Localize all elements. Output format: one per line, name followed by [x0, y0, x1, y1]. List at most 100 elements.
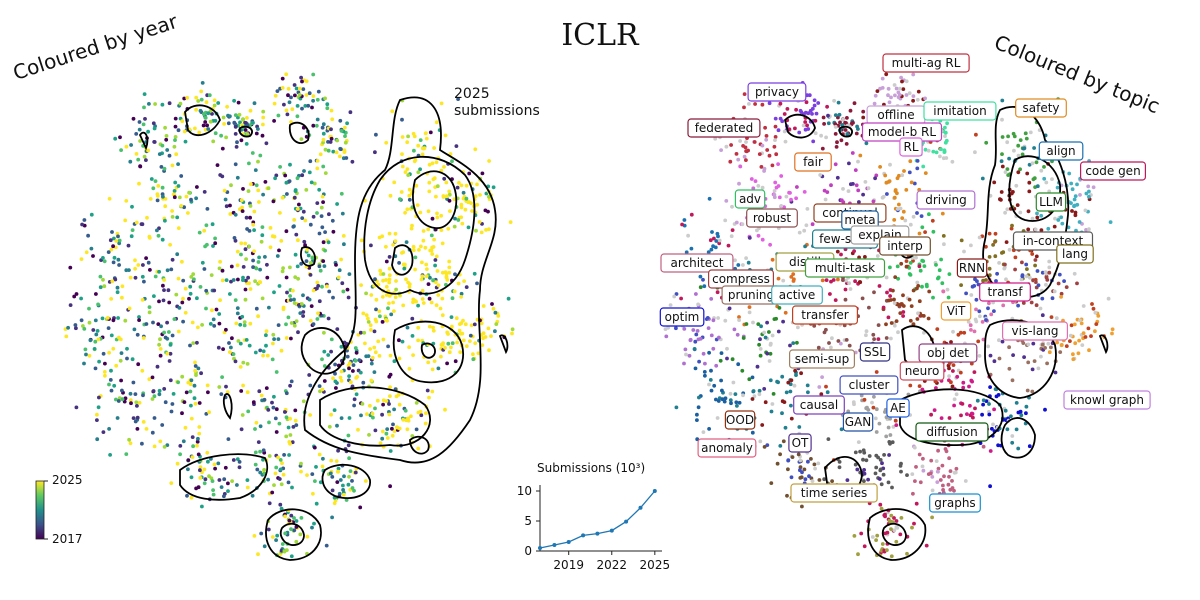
topic-point	[826, 113, 830, 118]
topic-point	[993, 254, 998, 259]
topic-point	[751, 186, 756, 191]
year-point	[252, 534, 257, 538]
topic-point	[850, 151, 855, 155]
year-point	[265, 353, 270, 358]
topic-label: anomaly	[697, 438, 757, 458]
year-point	[350, 159, 355, 164]
year-point	[364, 313, 369, 317]
year-point	[473, 147, 478, 152]
topic-point	[972, 370, 977, 374]
topic-point	[757, 152, 762, 157]
year-point	[120, 295, 124, 300]
year-point	[373, 277, 377, 282]
topic-point	[740, 368, 745, 373]
topic-point	[1059, 291, 1064, 296]
topic-point	[785, 107, 790, 111]
topic-point	[1036, 283, 1041, 288]
year-point	[284, 72, 289, 77]
year-point	[292, 301, 297, 305]
year-point	[294, 423, 299, 427]
topic-point	[725, 346, 729, 351]
year-point	[452, 197, 457, 202]
topic-point	[1024, 411, 1028, 416]
topic-point	[946, 295, 951, 300]
topic-point	[916, 311, 920, 316]
year-point	[101, 430, 106, 434]
topic-point	[1016, 143, 1021, 148]
topic-label-box	[979, 282, 1031, 302]
topic-label: vis-lang	[1001, 321, 1068, 341]
topic-point	[1035, 215, 1040, 220]
year-point	[253, 450, 258, 455]
topic-label: meta	[841, 210, 879, 230]
topic-label-box	[788, 349, 855, 369]
year-point	[461, 318, 465, 323]
topic-point	[917, 231, 922, 236]
topic-point	[920, 225, 925, 230]
topic-point	[1081, 331, 1086, 336]
year-point	[170, 333, 175, 338]
year-point	[338, 154, 342, 159]
topic-point	[1024, 404, 1029, 409]
year-point	[152, 416, 157, 420]
topic-point	[911, 288, 916, 293]
year-point	[310, 256, 315, 260]
year-point	[288, 265, 292, 270]
year-point	[93, 318, 98, 323]
topic-point	[830, 336, 834, 341]
year-point	[276, 323, 281, 327]
year-point	[111, 260, 116, 265]
topic-point	[884, 434, 889, 439]
topic-label: OOD	[724, 410, 756, 430]
year-point	[130, 357, 135, 362]
topic-point	[986, 344, 990, 349]
topic-point	[862, 397, 867, 402]
year-point	[250, 151, 255, 155]
topic-point	[752, 140, 757, 144]
year-point	[120, 397, 125, 402]
topic-point	[701, 277, 705, 282]
topic-point	[696, 337, 701, 342]
year-point	[377, 309, 382, 314]
year-point	[177, 195, 182, 200]
year-point	[245, 132, 250, 136]
topic-point	[741, 336, 746, 340]
year-point	[256, 188, 261, 193]
year-point	[430, 367, 435, 372]
topic-point	[904, 188, 909, 192]
year-point	[82, 361, 86, 366]
year-point	[294, 539, 299, 544]
topic-label-text: optim	[665, 310, 700, 324]
year-point	[378, 314, 382, 319]
year-point	[148, 197, 153, 201]
year-point	[192, 383, 197, 388]
topic-point	[887, 440, 892, 444]
year-point	[301, 87, 306, 91]
year-point	[439, 354, 443, 359]
contour-left-h	[179, 453, 269, 501]
year-point	[358, 505, 363, 510]
topic-point	[1007, 247, 1012, 252]
topic-point	[984, 278, 988, 282]
year-point	[457, 328, 462, 333]
year-point	[137, 181, 141, 186]
year-point	[173, 138, 177, 143]
topic-point	[856, 440, 861, 444]
topic-label: fair	[794, 152, 832, 172]
year-point	[433, 258, 438, 262]
topic-point	[1086, 326, 1091, 331]
year-point	[137, 315, 141, 319]
year-point	[307, 297, 312, 302]
topic-point	[870, 535, 875, 539]
year-point	[284, 108, 289, 113]
year-point	[315, 159, 320, 163]
year-point	[372, 329, 377, 334]
year-point	[404, 277, 408, 282]
year-point	[103, 361, 107, 366]
year-point	[214, 307, 219, 312]
year-point	[411, 244, 416, 249]
year-point	[143, 117, 147, 121]
year-point	[416, 303, 420, 308]
year-point	[481, 304, 486, 308]
